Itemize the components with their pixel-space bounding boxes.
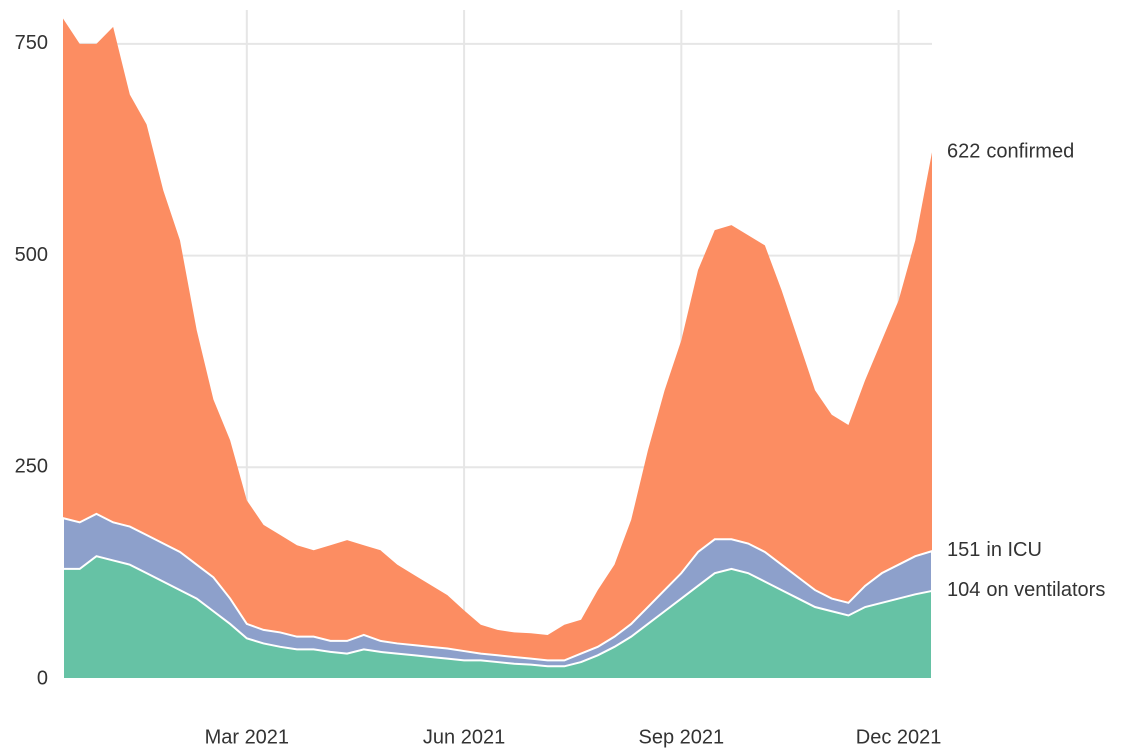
end-label-value: 622 <box>947 141 980 163</box>
x-tick-label: Sep 2021 <box>639 726 725 748</box>
end-label-name: on ventilators <box>986 579 1105 601</box>
x-tick-label: Dec 2021 <box>856 726 942 748</box>
end-label: 104 on ventilators <box>947 579 1105 601</box>
y-tick-label: 500 <box>15 244 48 266</box>
y-tick-label: 250 <box>15 456 48 478</box>
x-tick-label: Jun 2021 <box>423 726 505 748</box>
area <box>63 18 932 679</box>
end-label: 622 confirmed <box>947 141 1074 163</box>
end-label-name: in ICU <box>986 539 1042 561</box>
end-label-name: confirmed <box>986 141 1074 163</box>
end-label-value: 104 <box>947 579 980 601</box>
y-tick-label: 0 <box>37 667 48 689</box>
end-label: 151 in ICU <box>947 539 1042 561</box>
x-tick-label: Mar 2021 <box>205 726 290 748</box>
end-label-value: 151 <box>947 539 980 561</box>
area <box>62 555 933 680</box>
y-tick-label: 750 <box>15 32 48 54</box>
